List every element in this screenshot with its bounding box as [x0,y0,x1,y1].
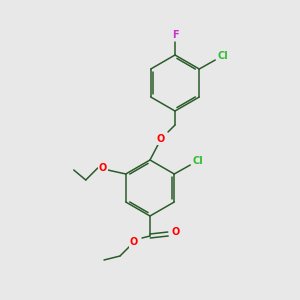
Text: O: O [157,134,165,144]
Text: Cl: Cl [193,156,204,166]
Text: Cl: Cl [218,51,229,61]
Text: F: F [172,30,178,40]
Text: O: O [130,237,138,247]
Text: O: O [99,163,107,173]
Text: O: O [172,227,180,237]
